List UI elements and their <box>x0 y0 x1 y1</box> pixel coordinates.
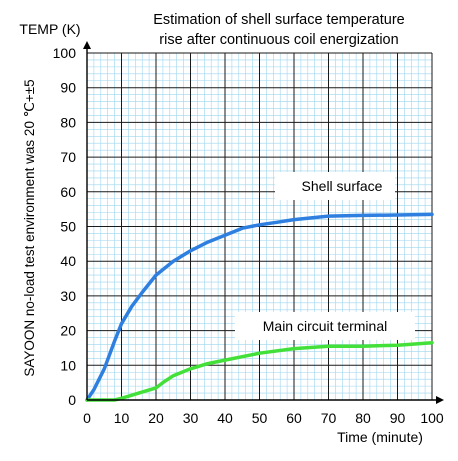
series-line-main-circuit-terminal <box>85 340 434 402</box>
series-label-shell-surface: Shell surface <box>302 178 383 194</box>
y-tick-label: 100 <box>53 45 77 61</box>
main-circuit-terminal-label-box <box>235 312 415 340</box>
x-tick-label: 70 <box>321 410 337 426</box>
y-tick-label: 50 <box>60 219 76 235</box>
x-axis-label: Time (minute) <box>337 429 423 445</box>
y-axis-label: TEMP (K) <box>19 21 80 37</box>
major-gridlines <box>86 52 433 401</box>
y-tick-label: 0 <box>68 392 76 408</box>
y-axis-arrow <box>83 41 91 49</box>
x-tick-label: 100 <box>420 410 444 426</box>
y-tick-label: 40 <box>60 253 76 269</box>
x-tick-label: 0 <box>83 410 91 426</box>
y-tick-label: 60 <box>60 184 76 200</box>
x-tick-label: 80 <box>355 410 371 426</box>
y-tick-label: 90 <box>60 80 76 96</box>
y-tick-label: 10 <box>60 357 76 373</box>
x-tick-label: 50 <box>252 410 268 426</box>
series-line-shell-surface <box>85 212 434 402</box>
y-tick-label: 80 <box>60 114 76 130</box>
series-label-boxes <box>235 172 415 340</box>
chart-title-line-1: Estimation of shell surface temperature <box>153 12 404 28</box>
side-note: SAYOON no-load test environment was 20 ℃… <box>22 79 37 376</box>
x-tick-label: 30 <box>183 410 199 426</box>
x-axis-arrow <box>436 396 444 404</box>
axes <box>83 41 444 404</box>
y-tick-label: 20 <box>60 323 76 339</box>
y-tick-label: 30 <box>60 288 76 304</box>
x-tick-label: 90 <box>390 410 406 426</box>
y-tick-labels: 0 10 20 30 40 50 60 70 80 90 100 <box>53 45 77 408</box>
series-lines <box>85 212 434 402</box>
x-tick-label: 20 <box>148 410 164 426</box>
y-tick-label: 70 <box>60 149 76 165</box>
x-tick-labels: 0 10 20 30 40 50 60 70 80 90 100 <box>83 410 444 426</box>
x-tick-label: 40 <box>217 410 233 426</box>
shell-surface-label-box <box>275 172 395 200</box>
series-label-main-circuit-terminal: Main circuit terminal <box>263 318 387 334</box>
x-tick-label: 60 <box>286 410 302 426</box>
x-tick-label: 10 <box>114 410 130 426</box>
chart-title-line-2: rise after continuous coil energization <box>159 32 398 48</box>
